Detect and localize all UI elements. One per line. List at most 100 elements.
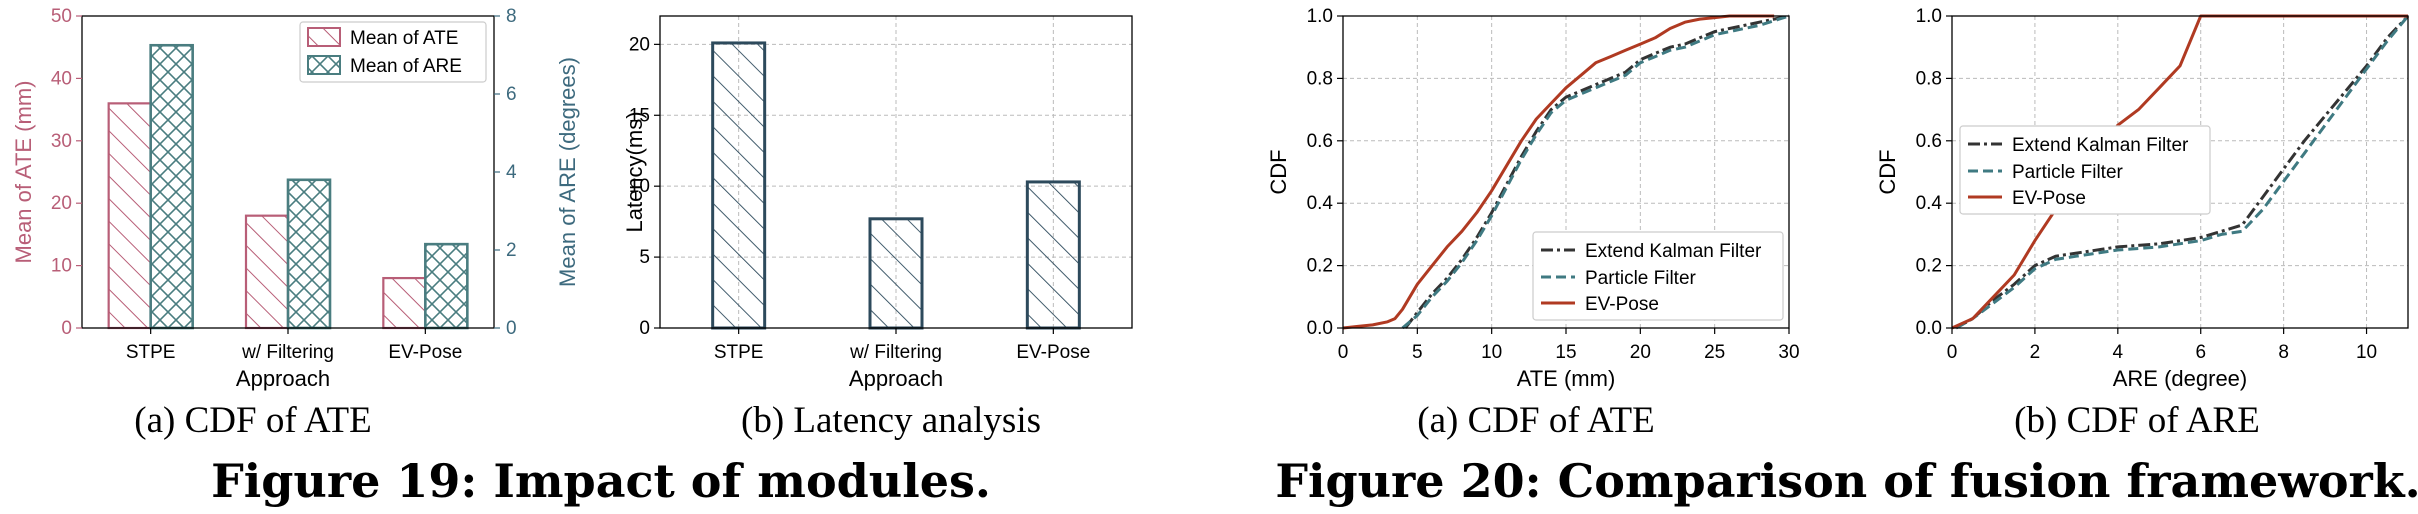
cdf-ate-legend: Extend Kalman Filter Particle Filter EV-…	[1532, 231, 1784, 321]
cdf-are-legend-pf: Particle Filter	[2012, 162, 2124, 183]
x-tick-label: 8	[2278, 342, 2289, 363]
y-tick-label: 10	[629, 176, 650, 197]
cdf-ate-ticks: 0 5 10 15 20 25 30 0.0 0.2 0.4 0.6 0.8 1.0	[1307, 6, 1800, 363]
y-tick-label-right: 2	[506, 240, 517, 261]
cdf-are-xlabel: ARE (degree)	[2113, 366, 2248, 391]
bar-are	[286, 178, 332, 330]
cdf-ate-legend-ekf: Extend Kalman Filter	[1585, 241, 1762, 262]
x-tick-label: w/ Filtering	[849, 342, 942, 363]
y-tick-label: 0.8	[1916, 68, 1942, 89]
impact-legend: Mean of ATE Mean of ARE	[299, 21, 487, 83]
caption-b-latency: (b) Latency analysis	[741, 400, 1041, 441]
x-tick-label: 25	[1704, 342, 1725, 363]
x-tick-label: w/ Filtering	[241, 342, 334, 363]
latency-bars	[711, 41, 1081, 330]
x-tick-label: 5	[1412, 342, 1423, 363]
bar-are	[424, 242, 469, 330]
cdf-are-ylabel: CDF	[1875, 149, 1900, 194]
x-tick-label: 10	[1481, 342, 1502, 363]
cdf-ate-ylabel: CDF	[1266, 149, 1291, 194]
legend-label-are: Mean of ARE	[350, 56, 462, 77]
y-tick-label: 20	[629, 34, 650, 55]
impact-legend-box	[299, 21, 487, 83]
legend-label-ate: Mean of ATE	[350, 28, 458, 49]
bar-ate	[244, 214, 290, 330]
y-tick-label-left: 20	[51, 193, 72, 214]
cdf-ate-legend-box	[1532, 231, 1784, 321]
cdf-ate-lines	[1342, 14, 1790, 330]
x-tick-label: 0	[1338, 342, 1349, 363]
x-tick-label: 20	[1630, 342, 1651, 363]
caption-a-ate: (a) CDF of ATE	[134, 400, 371, 441]
y-tick-label-left: 30	[51, 131, 72, 152]
line-ekf	[1404, 14, 1790, 329]
bar-latency	[711, 41, 767, 330]
y-tick-label-right: 0	[506, 318, 517, 339]
line-pf	[1401, 14, 1790, 330]
y-tick-label: 15	[629, 105, 650, 126]
x-tick-label: 15	[1555, 342, 1576, 363]
figure-19-title: Figure 19: Impact of modules.	[211, 454, 991, 508]
y-tick-label: 0	[639, 318, 650, 339]
y-tick-label-left: 10	[51, 256, 72, 277]
line-ev-pose	[1342, 14, 1775, 330]
y-tick-label: 0.8	[1307, 68, 1333, 89]
x-tick-label: 4	[2113, 342, 2124, 363]
cdf-are-chart: 0 2 4 6 8 10 0.0 0.2 0.4 0.6 0.8 1.0 ARE (degree) C…	[1875, 6, 2410, 391]
bar-are	[149, 43, 194, 330]
figure-20-title: Figure 20: Comparison of fusion framewor…	[1275, 454, 2418, 508]
y-tick-label-left: 40	[51, 68, 72, 89]
latency-ylabel: Latency(ms)	[622, 111, 647, 232]
legend-swatch-are	[307, 55, 341, 75]
caption-a-cdf-ate: (a) CDF of ATE	[1417, 400, 1654, 441]
y-tick-label: 0.2	[1307, 256, 1333, 277]
caption-b-cdf-are: (b) CDF of ARE	[2014, 400, 2260, 441]
impact-ylabel-left: Mean of ATE (mm)	[11, 81, 36, 264]
x-tick-label: STPE	[714, 342, 764, 363]
impact-ticks: STPE w/ Filtering EV-Pose 0 10 20 30 40 50 0 2 4 6 8	[51, 6, 517, 363]
y-tick-label-left: 50	[51, 6, 72, 27]
cdf-are-plot-frame	[1951, 15, 2409, 329]
y-tick-label: 0.6	[1916, 131, 1942, 152]
cdf-ate-xlabel: ATE (mm)	[1517, 366, 1616, 391]
bar-ate	[382, 276, 427, 330]
cdf-ate-legend-pf: Particle Filter	[1585, 268, 1697, 289]
impact-xlabel: Approach	[236, 366, 330, 391]
y-tick-label: 0.0	[1307, 318, 1333, 339]
x-tick-label: 6	[2195, 342, 2206, 363]
line-ekf	[1955, 14, 2410, 330]
cdf-are-ticks: 0 2 4 6 8 10 0.0 0.2 0.4 0.6 0.8 1.0	[1916, 6, 2378, 363]
latency-ticks: 0 5 10 15 20 STPE w/ Filtering EV-Pose	[629, 34, 1090, 363]
impact-bar-chart: STPE w/ Filtering EV-Pose0102030405002468 …	[11, 6, 580, 391]
y-tick-label: 0.4	[1916, 193, 1943, 214]
x-tick-label: EV-Pose	[388, 342, 462, 363]
cdf-ate-chart: 0 5 10 15 20 25 300.00.20.40.60.81.0 ATE (mm) …	[1266, 6, 1800, 391]
y-tick-label: 0.0	[1916, 318, 1942, 339]
impact-ylabel-right: Mean of ARE (degrees)	[555, 57, 580, 287]
y-tick-label: 1.0	[1916, 6, 1942, 27]
line-pf	[1955, 15, 2410, 330]
latency-bar-chart: 0 5 10 15 20 STPE w/ Filtering EV-Pose Approach…	[622, 15, 1133, 391]
y-tick-label: 0.6	[1307, 131, 1333, 152]
bar-latency	[1025, 180, 1081, 330]
x-tick-label: EV-Pose	[1016, 342, 1090, 363]
x-tick-label: 30	[1778, 342, 1799, 363]
cdf-are-legend-ev: EV-Pose	[2012, 188, 2086, 209]
y-tick-label: 0.2	[1916, 256, 1942, 277]
y-tick-label: 1.0	[1307, 6, 1333, 27]
impact-bars	[107, 43, 469, 330]
x-tick-label: 2	[2030, 342, 2041, 363]
bar-ate	[107, 102, 152, 330]
y-tick-label: 5	[639, 247, 650, 268]
cdf-are-legend-box	[1959, 125, 2211, 215]
cdf-are-legend: Extend Kalman Filter Particle Filter EV-…	[1959, 125, 2211, 215]
latency-xlabel: Approach	[849, 366, 943, 391]
x-tick-label: 0	[1947, 342, 1958, 363]
y-tick-label-right: 8	[506, 6, 517, 27]
bar-latency	[868, 217, 924, 330]
x-tick-label: STPE	[126, 342, 176, 363]
cdf-ate-legend-ev: EV-Pose	[1585, 294, 1659, 315]
y-tick-label-right: 4	[506, 162, 517, 183]
y-tick-label-left: 0	[61, 318, 72, 339]
